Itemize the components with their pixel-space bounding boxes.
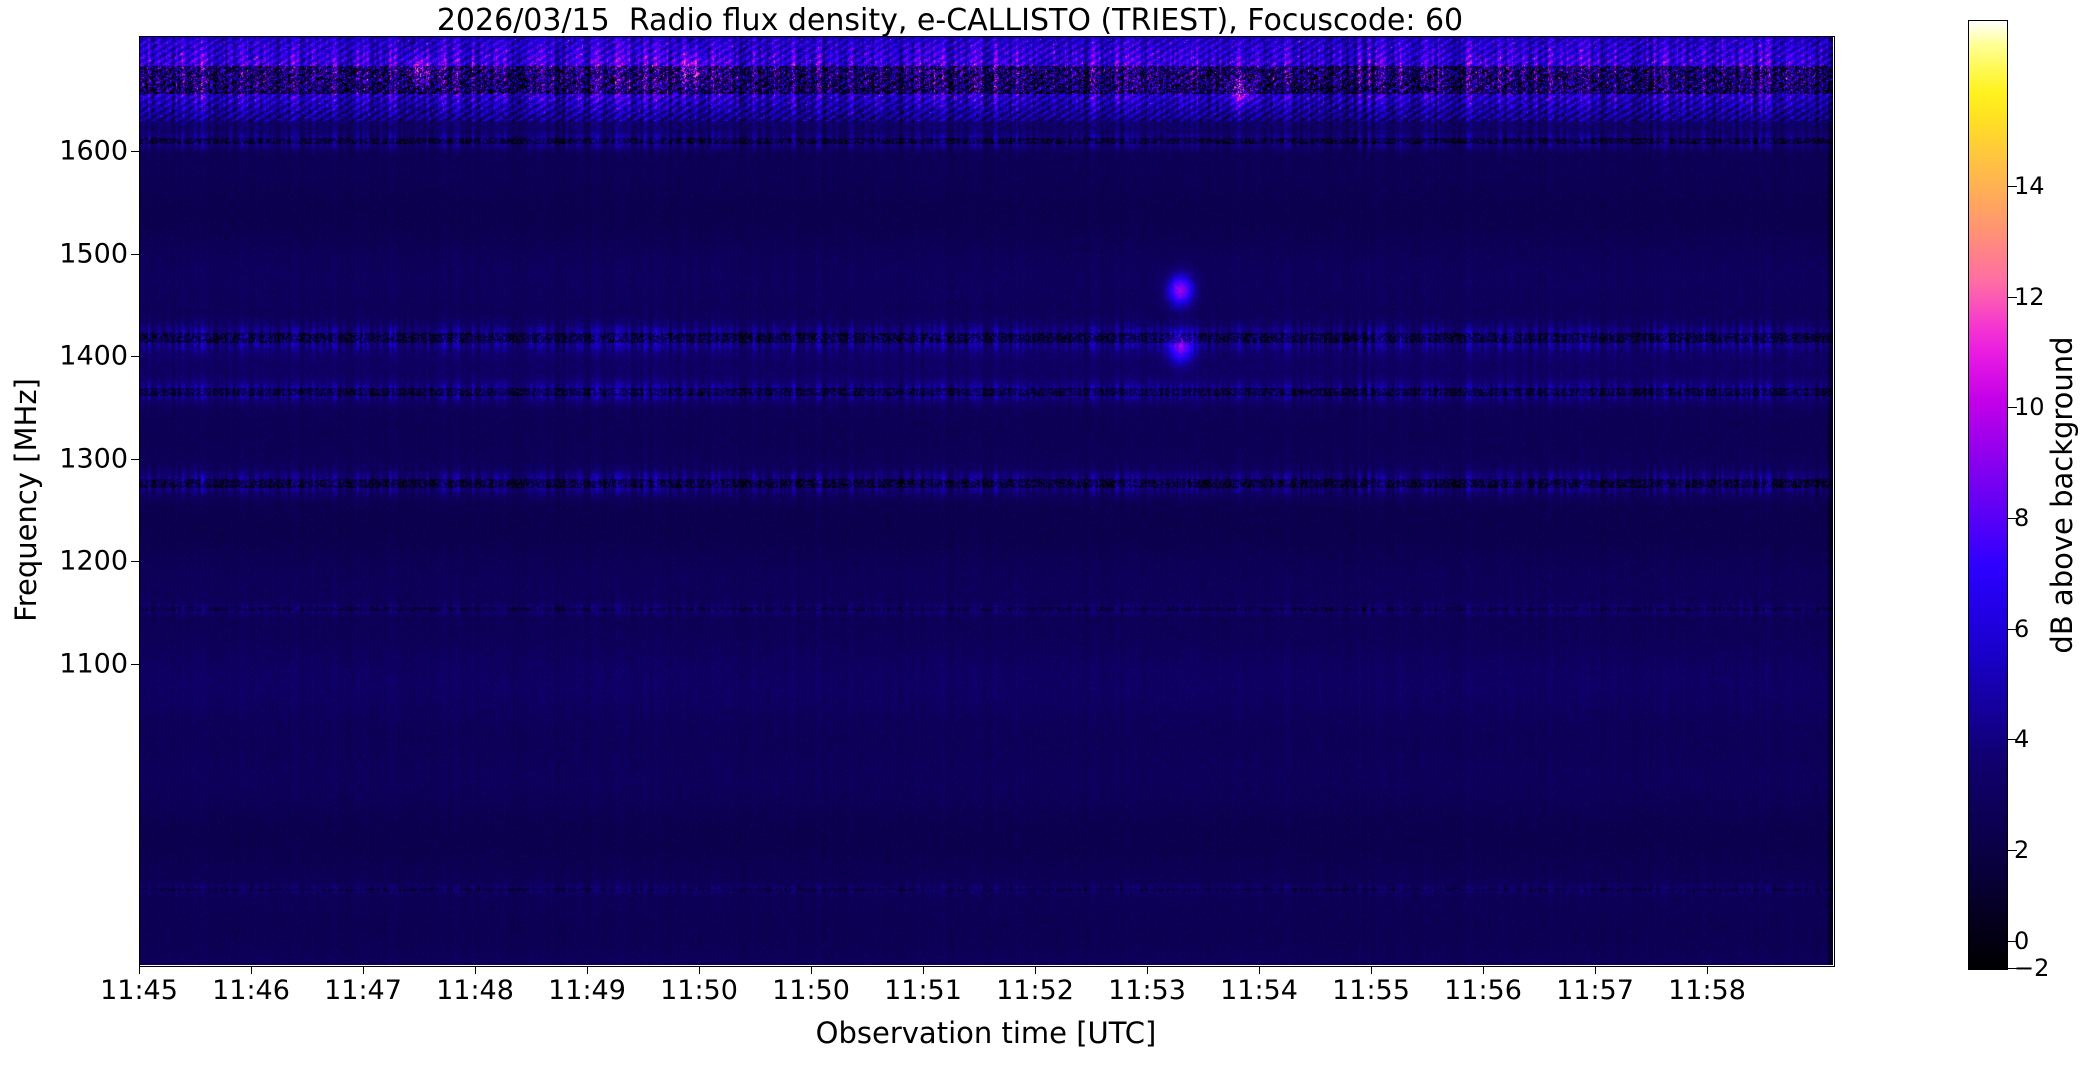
- colorbar-tickmark: [2008, 629, 2017, 630]
- colorbar-tickmark: [2008, 739, 2017, 740]
- y-tickmark: [131, 151, 139, 152]
- x-tickmarks: [0, 966, 2085, 975]
- colorbar-tick-label: 2: [2014, 836, 2030, 864]
- x-tick-label: 11:45: [100, 975, 178, 1006]
- y-tickmark: [131, 356, 139, 357]
- x-tick-label: 11:50: [772, 975, 850, 1006]
- x-tick-label: 11:50: [660, 975, 738, 1006]
- y-tickmarks: [131, 36, 139, 965]
- colorbar-tickmark: [2008, 850, 2017, 851]
- x-tick-label: 11:53: [1108, 975, 1186, 1006]
- figure-title: 2026/03/15 Radio flux density, e-CALLIST…: [436, 3, 1464, 38]
- colorbar-tick-label: 0: [2014, 927, 2030, 955]
- x-tickmark: [1035, 966, 1036, 974]
- x-tick-label: 11:56: [1444, 975, 1522, 1006]
- x-tick-label: 11:51: [884, 975, 962, 1006]
- x-tickmark: [475, 966, 476, 974]
- x-tick-label: 11:54: [1220, 975, 1298, 1006]
- colorbar-tick-label: 6: [2014, 615, 2030, 643]
- x-tickmark: [1707, 966, 1708, 974]
- spectrogram-image: [139, 36, 1833, 965]
- colorbar-tick-label: −2: [2014, 954, 2050, 982]
- colorbar-gradient: [1969, 21, 2007, 969]
- x-tickmark: [587, 966, 588, 974]
- x-tickmark: [923, 966, 924, 974]
- colorbar-tick-labels: 14 12 10 8 6 4 2 0 −2: [1968, 20, 2085, 980]
- x-tick-label: 11:55: [1332, 975, 1410, 1006]
- y-tickmark: [131, 664, 139, 665]
- x-tickmark: [139, 966, 140, 974]
- colorbar-tickmark: [2008, 407, 2017, 408]
- colorbar-tick-label: 14: [2014, 172, 2045, 200]
- colorbar-tickmark: [2008, 941, 2017, 942]
- x-tick-label: 11:47: [324, 975, 402, 1006]
- x-tickmark: [1259, 966, 1260, 974]
- x-tick-labels: 11:45 11:46 11:47 11:48 11:49 11:50 11:50 11:51…: [0, 976, 2085, 1010]
- colorbar: [1968, 20, 2008, 970]
- x-tickmark: [1483, 966, 1484, 974]
- x-tick-label: 11:52: [996, 975, 1074, 1006]
- y-tick-label: 1200: [59, 545, 128, 577]
- y-tickmark: [131, 254, 139, 255]
- colorbar-tick-label: 12: [2014, 283, 2045, 311]
- x-tick-label: 11:49: [548, 975, 626, 1006]
- x-tickmark: [1371, 966, 1372, 974]
- y-tick-label: 1400: [59, 340, 128, 372]
- colorbar-label: dB above background: [2045, 336, 2079, 654]
- x-axis-label: Observation time [UTC]: [815, 1016, 1157, 1050]
- y-tick-label: 1100: [59, 648, 128, 680]
- x-tickmark: [1595, 966, 1596, 974]
- x-tickmark: [363, 966, 364, 974]
- x-tick-label: 11:46: [212, 975, 290, 1006]
- colorbar-tickmark: [2008, 186, 2017, 187]
- y-tick-label: 1500: [59, 238, 128, 270]
- y-tick-labels: 1600 1500 1400 1300 1200 1100: [0, 36, 128, 965]
- y-tickmark: [131, 561, 139, 562]
- x-tick-label: 11:57: [1556, 975, 1634, 1006]
- colorbar-tick-label: 4: [2014, 725, 2030, 753]
- colorbar-tickmark: [2008, 518, 2017, 519]
- x-tickmark: [811, 966, 812, 974]
- y-tickmark: [131, 459, 139, 460]
- x-tick-label: 11:48: [436, 975, 514, 1006]
- y-tick-label: 1300: [59, 443, 128, 475]
- colorbar-tickmark: [2008, 968, 2017, 969]
- colorbar-tick-label: 8: [2014, 504, 2030, 532]
- spectrogram-canvas: [139, 36, 1833, 965]
- y-tick-label: 1600: [59, 135, 128, 167]
- x-tickmark: [251, 966, 252, 974]
- colorbar-tick-label: 10: [2014, 393, 2045, 421]
- x-tick-label: 11:58: [1668, 975, 1746, 1006]
- x-tickmark: [699, 966, 700, 974]
- colorbar-tickmark: [2008, 297, 2017, 298]
- x-tickmark: [1147, 966, 1148, 974]
